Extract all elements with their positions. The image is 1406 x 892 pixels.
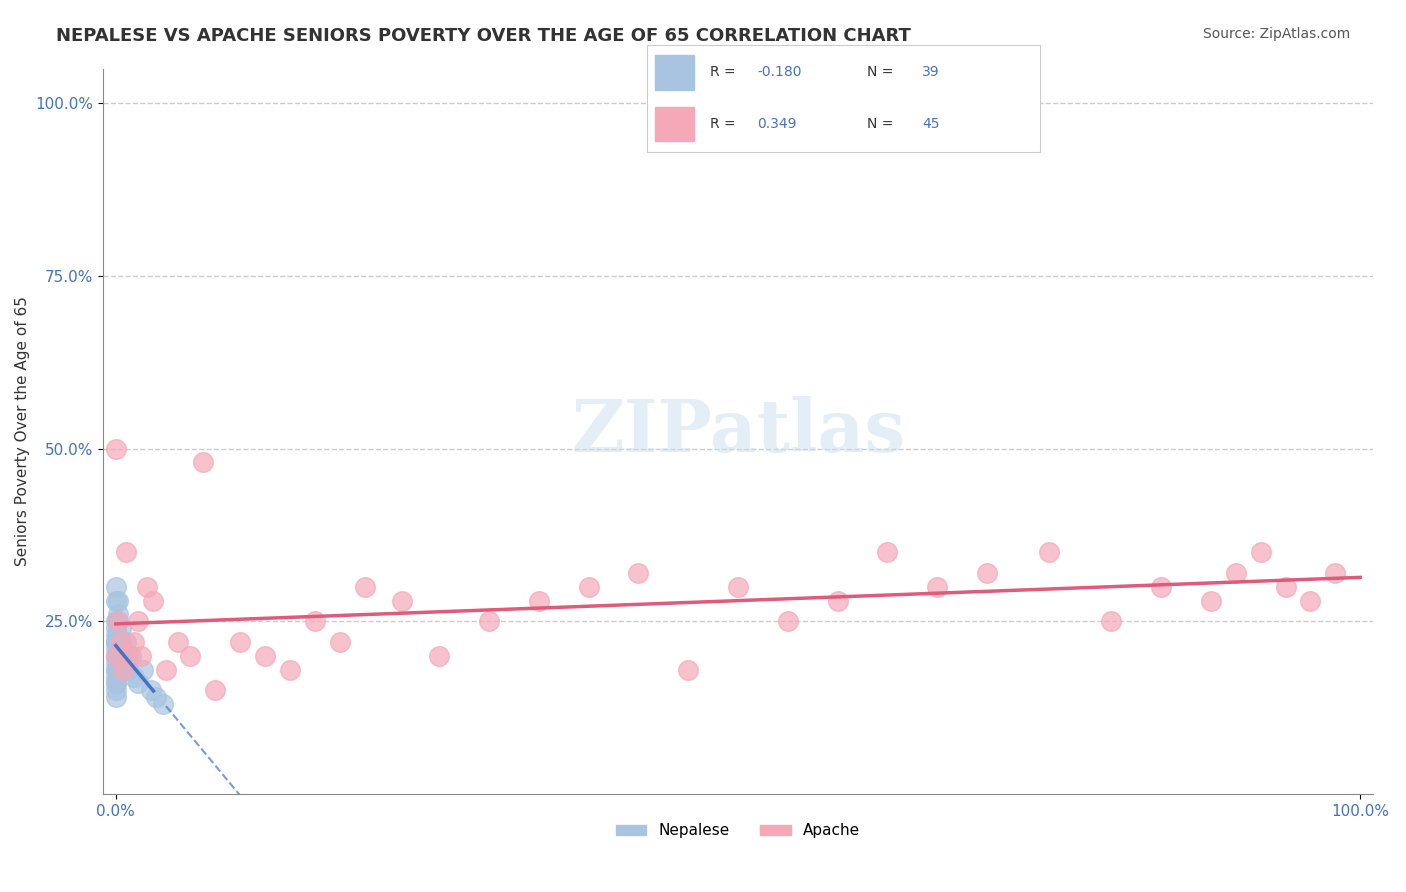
Point [152,697,174,711]
Point [1274,580,1296,594]
Point [129,648,152,663]
Point [104,656,127,670]
Point [135,580,157,594]
Point [104,641,127,656]
Point [104,614,127,628]
Point [104,669,127,683]
Point [107,614,129,628]
Text: ZIPatlas: ZIPatlas [571,396,905,467]
Point [1299,593,1322,607]
Point [127,676,149,690]
Point [104,580,127,594]
FancyBboxPatch shape [655,107,695,141]
Point [1038,545,1060,559]
Point [191,455,214,469]
Point [142,593,165,607]
Point [627,566,650,580]
Point [107,593,129,607]
Point [104,648,127,663]
Point [104,648,127,663]
Point [155,663,177,677]
Point [104,648,127,663]
Point [391,593,413,607]
Point [120,648,142,663]
Point [107,607,129,622]
Text: NEPALESE VS APACHE SENIORS POVERTY OVER THE AGE OF 65 CORRELATION CHART: NEPALESE VS APACHE SENIORS POVERTY OVER … [56,27,911,45]
Point [145,690,167,705]
Point [578,580,600,594]
Text: 39: 39 [922,65,941,79]
Point [108,648,131,663]
Legend: Nepalese, Apache: Nepalese, Apache [610,817,866,845]
Text: N =: N = [868,117,898,131]
Point [104,442,127,456]
Point [1150,580,1173,594]
Point [179,648,201,663]
Point [104,690,127,705]
Point [127,614,149,628]
Point [104,635,127,649]
Point [927,580,949,594]
Point [124,635,146,649]
Point [132,663,155,677]
Point [1324,566,1347,580]
Text: R =: R = [710,117,740,131]
Point [104,648,127,663]
Text: 0.349: 0.349 [756,117,796,131]
Point [254,648,277,663]
Text: R =: R = [710,65,740,79]
Y-axis label: Seniors Poverty Over the Age of 65: Seniors Poverty Over the Age of 65 [15,296,30,566]
Point [1225,566,1247,580]
Point [110,621,132,635]
Point [104,628,127,642]
Point [353,580,375,594]
Point [108,635,131,649]
Point [104,676,127,690]
Point [304,614,326,628]
Point [139,683,162,698]
Text: 45: 45 [922,117,939,131]
Point [167,635,190,649]
Point [104,635,127,649]
Point [104,663,127,677]
Point [527,593,550,607]
Text: Source: ZipAtlas.com: Source: ZipAtlas.com [1202,27,1350,41]
Point [976,566,998,580]
Point [114,545,136,559]
Point [827,593,849,607]
Point [114,635,136,649]
Point [1250,545,1272,559]
Point [427,648,450,663]
Point [229,635,252,649]
Point [1099,614,1122,628]
Text: N =: N = [868,65,898,79]
Point [105,628,128,642]
Point [776,614,799,628]
Point [727,580,749,594]
Point [104,683,127,698]
Text: -0.180: -0.180 [756,65,801,79]
FancyBboxPatch shape [655,55,695,89]
Point [111,641,134,656]
Point [112,648,135,663]
Point [114,656,136,670]
Point [104,676,127,690]
Point [876,545,898,559]
Point [105,614,128,628]
Point [112,663,135,677]
Point [104,663,127,677]
Point [104,635,127,649]
Point [478,614,501,628]
Point [329,635,352,649]
Point [124,669,146,683]
Point [117,648,139,663]
Point [278,663,301,677]
Point [204,683,226,698]
Point [676,663,699,677]
Point [110,635,132,649]
Point [1199,593,1222,607]
Point [104,593,127,607]
Point [104,621,127,635]
Point [117,663,139,677]
